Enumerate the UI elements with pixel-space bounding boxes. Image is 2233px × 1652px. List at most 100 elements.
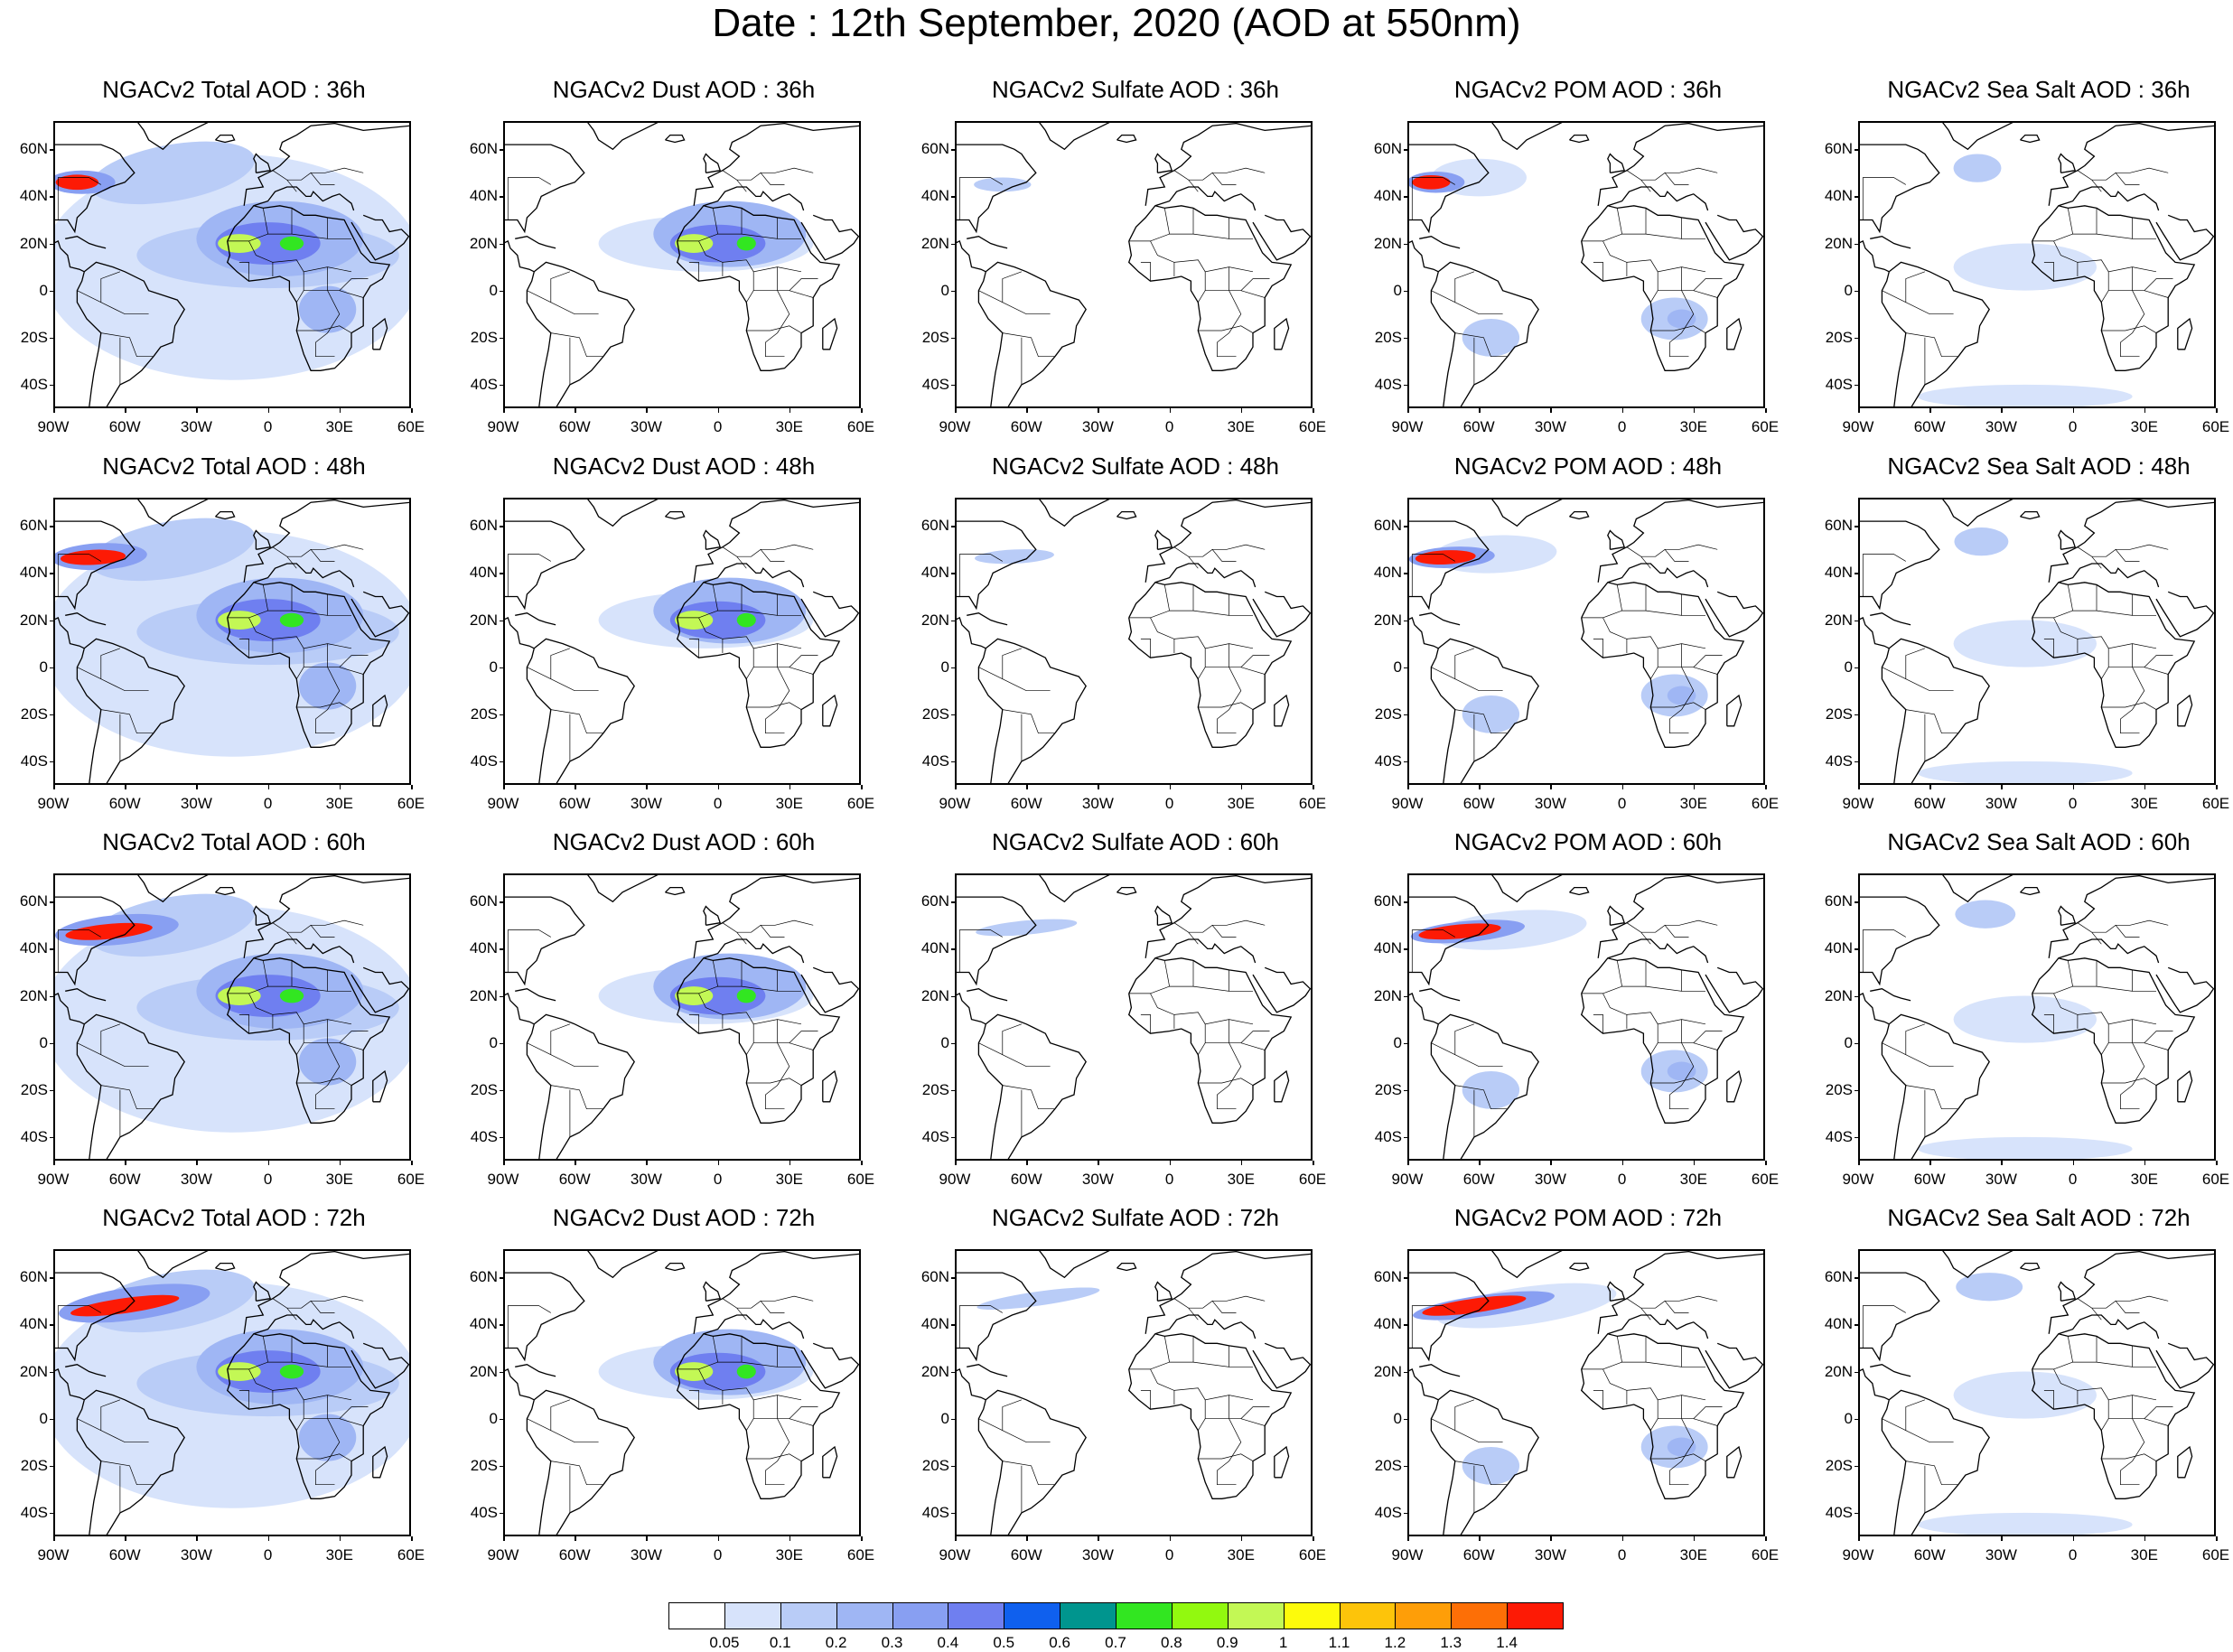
coastline-mediterranean-north — [253, 1314, 355, 1339]
border — [550, 709, 603, 734]
pom-plume-core — [1412, 174, 1451, 190]
coastline-europe — [1597, 499, 1763, 583]
coastline-africa — [2031, 1333, 2196, 1499]
coastline-uk — [1154, 153, 1173, 173]
border — [315, 342, 335, 358]
lon-label: 60E — [2201, 418, 2230, 435]
coastline-caribbean — [515, 236, 556, 249]
coastline-caribbean — [1419, 236, 1461, 249]
lon-label: 90W — [939, 1546, 971, 1563]
lon-tick — [955, 1161, 957, 1165]
lat-label: 0 — [1844, 658, 1853, 676]
aod-map — [1858, 121, 2216, 408]
lon-label: 0 — [713, 1171, 723, 1188]
lon-label: 30W — [1985, 1171, 2017, 1188]
aod-map-svg — [957, 123, 1311, 406]
coastline-africa — [226, 1333, 391, 1499]
border — [1640, 179, 1651, 192]
border — [1616, 584, 1622, 611]
lat-tick — [951, 337, 955, 340]
border — [1693, 1031, 1723, 1043]
coastline-north-america — [1860, 520, 1940, 611]
border — [1905, 271, 1926, 303]
lat-label: 20N — [1824, 234, 1853, 252]
lat-label: 40S — [1374, 375, 1402, 393]
border — [1411, 554, 1455, 597]
aod-field — [976, 919, 1078, 937]
lon-tick — [1169, 1536, 1172, 1541]
coastline-iceland — [1569, 886, 1590, 896]
lat-tick — [1404, 995, 1407, 998]
lon-tick — [1621, 408, 1624, 413]
border — [315, 1395, 341, 1471]
pom-south-america — [1462, 318, 1520, 357]
aod-map-svg — [505, 123, 859, 406]
border — [310, 1301, 335, 1313]
coastline-south-america — [1881, 261, 1990, 406]
coastline-arabia — [1705, 591, 1763, 638]
lon-label: 0 — [2068, 418, 2078, 435]
border — [1217, 1095, 1237, 1110]
sahara-dust-green — [279, 1364, 304, 1379]
lat-tick — [1404, 337, 1407, 340]
lon-label: 90W — [939, 1171, 971, 1188]
lat-label: 40N — [1373, 939, 1402, 957]
dust-green — [736, 1364, 756, 1379]
lat-tick — [1855, 761, 1858, 763]
aod-map — [955, 498, 1313, 785]
lon-tick — [2001, 1536, 2003, 1541]
lat-label: 60N — [469, 517, 498, 535]
lat-label: 0 — [940, 658, 949, 676]
coastline-europe — [693, 875, 859, 958]
lon-tick — [1550, 408, 1552, 413]
coastline-mediterranean-north — [253, 563, 355, 588]
coastlines — [957, 1251, 1311, 1535]
border — [1862, 177, 1906, 220]
coastline-caribbean — [1870, 612, 1911, 626]
border — [1602, 993, 1706, 1025]
lon-label: 30E — [1227, 418, 1255, 435]
aod-map-svg — [1860, 1251, 2214, 1535]
border — [1669, 1470, 1689, 1486]
lat-tick — [500, 384, 503, 387]
border — [1693, 278, 1723, 291]
coastline-south-america — [977, 261, 1087, 406]
coastline-north-america — [55, 520, 135, 611]
coastline-caribbean — [515, 988, 556, 1002]
panel-title: NGACv2 Dust AOD : 36h — [552, 76, 816, 103]
coastline-arabia — [350, 1342, 409, 1389]
lon-tick — [1621, 785, 1624, 789]
lat-tick — [1404, 901, 1407, 903]
coastline-south-america — [76, 1013, 185, 1159]
lon-label: 60E — [1298, 1546, 1327, 1563]
border — [760, 925, 785, 938]
lat-label: 20S — [470, 1080, 498, 1098]
smoke-plume-core — [65, 922, 153, 940]
lat-label: 20S — [470, 328, 498, 346]
lon-label: 60E — [1298, 418, 1327, 435]
coastline-madagascar — [372, 1069, 388, 1103]
coastline-south-america — [977, 1013, 1087, 1159]
coastline-arabia — [1252, 1342, 1311, 1389]
border — [1211, 925, 1237, 938]
lon-label: 30W — [180, 1171, 212, 1188]
coastline-iceland — [2020, 510, 2041, 520]
lat-label: 20N — [469, 611, 498, 629]
aod-map-svg — [1860, 123, 2214, 406]
lat-tick — [951, 1277, 955, 1279]
lon-tick — [411, 408, 413, 413]
lat-tick — [500, 667, 503, 669]
lon-tick — [1765, 1161, 1767, 1165]
page-title: Date : 12th September, 2020 (AOD at 550n… — [712, 1, 1521, 45]
lat-label: 20S — [921, 328, 949, 346]
border — [1905, 709, 1958, 734]
coastlines — [1409, 499, 1763, 783]
lat-label: 0 — [489, 1033, 498, 1051]
lat-label: 0 — [1393, 1409, 1402, 1427]
coastline-uk — [703, 153, 722, 173]
pom-plume-core — [1418, 923, 1501, 940]
coastline-europe — [243, 123, 409, 206]
coastline-north-america — [1860, 144, 1940, 234]
border — [1002, 1085, 1055, 1110]
